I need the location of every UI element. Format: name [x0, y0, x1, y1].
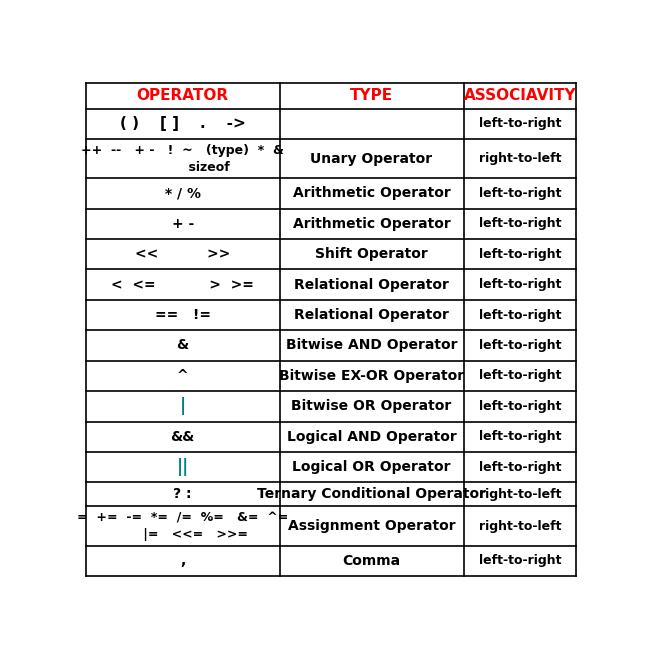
Text: =  +=  -=  *=  /=  %=   &=  ^=
      |=   <<=   >>=: = += -= *= /= %= &= ^= |= <<= >>= — [77, 511, 288, 541]
Text: Bitwise EX-OR Operator: Bitwise EX-OR Operator — [279, 369, 464, 383]
Text: Logical OR Operator: Logical OR Operator — [292, 460, 451, 474]
Text: TYPE: TYPE — [350, 88, 393, 103]
Text: * / %: * / % — [165, 187, 201, 200]
Text: Unary Operator: Unary Operator — [311, 151, 433, 166]
Text: ( )    [ ]    .    ->: ( ) [ ] . -> — [120, 116, 245, 131]
Text: left-to-right: left-to-right — [479, 554, 561, 567]
Text: ^: ^ — [177, 369, 189, 383]
Text: Ternary Conditional Operator: Ternary Conditional Operator — [257, 487, 486, 502]
Text: Bitwise OR Operator: Bitwise OR Operator — [291, 399, 452, 413]
Text: left-to-right: left-to-right — [479, 400, 561, 413]
Text: Arithmetic Operator: Arithmetic Operator — [293, 217, 450, 231]
Text: OPERATOR: OPERATOR — [136, 88, 229, 103]
Text: Bitwise AND Operator: Bitwise AND Operator — [286, 338, 457, 353]
Text: left-to-right: left-to-right — [479, 430, 561, 443]
Text: Comma: Comma — [342, 554, 401, 568]
Text: Logical AND Operator: Logical AND Operator — [287, 430, 457, 443]
Text: left-to-right: left-to-right — [479, 217, 561, 231]
Text: + -: + - — [172, 217, 194, 231]
Text: left-to-right: left-to-right — [479, 370, 561, 383]
Text: Assignment Operator: Assignment Operator — [287, 519, 455, 533]
Text: ? :: ? : — [173, 487, 192, 502]
Text: left-to-right: left-to-right — [479, 339, 561, 352]
Text: ASSOCIAVITY: ASSOCIAVITY — [464, 88, 576, 103]
Text: ++  --   + -   !  ~   (type)  *  &
            sizeof: ++ -- + - ! ~ (type) * & sizeof — [81, 144, 284, 174]
Text: right-to-left: right-to-left — [479, 520, 561, 533]
Text: right-to-left: right-to-left — [479, 488, 561, 501]
Text: Arithmetic Operator: Arithmetic Operator — [293, 187, 450, 200]
Text: left-to-right: left-to-right — [479, 118, 561, 130]
Text: left-to-right: left-to-right — [479, 309, 561, 321]
Text: Shift Operator: Shift Operator — [315, 247, 428, 261]
Text: <  <=           >  >=: < <= > >= — [111, 278, 254, 292]
Text: left-to-right: left-to-right — [479, 460, 561, 473]
Text: <<          >>: << >> — [135, 247, 230, 261]
Text: right-to-left: right-to-left — [479, 152, 561, 165]
Text: left-to-right: left-to-right — [479, 187, 561, 200]
Text: Relational Operator: Relational Operator — [294, 308, 449, 322]
Text: ||: || — [176, 458, 189, 476]
Text: &: & — [176, 338, 189, 353]
Text: ==   !=: == != — [154, 308, 211, 322]
Text: left-to-right: left-to-right — [479, 247, 561, 261]
Text: |: | — [180, 397, 185, 415]
Text: ,: , — [180, 554, 185, 568]
Text: left-to-right: left-to-right — [479, 278, 561, 291]
Text: &&: && — [171, 430, 195, 443]
Text: Relational Operator: Relational Operator — [294, 278, 449, 292]
